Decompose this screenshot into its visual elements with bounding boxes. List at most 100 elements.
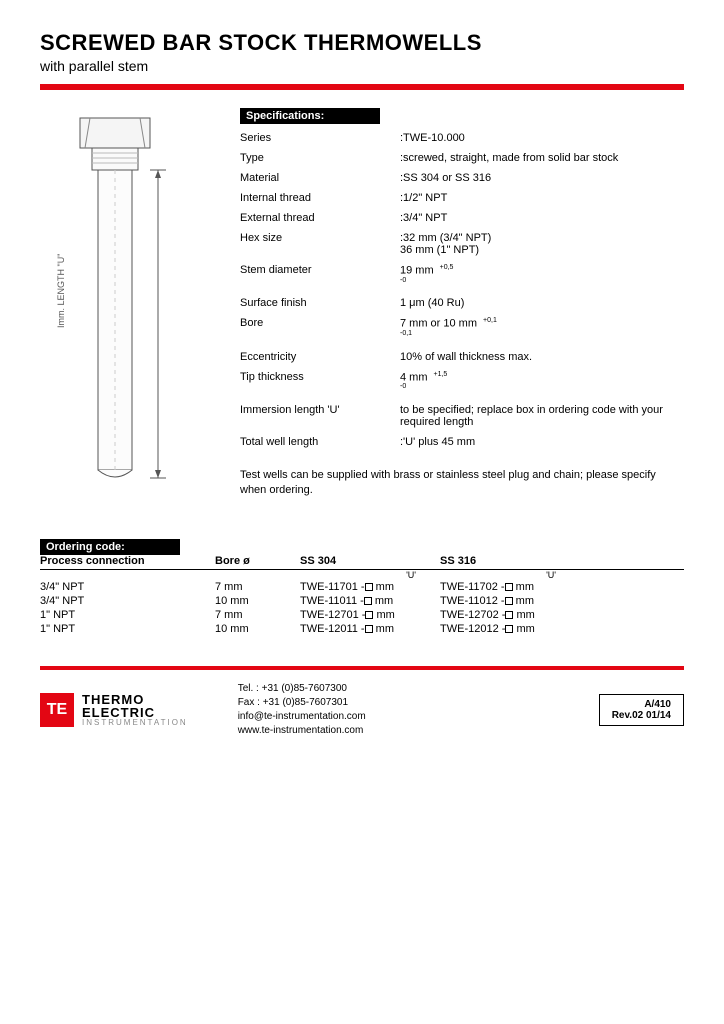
ordering-row: 3/4" NPT7 mmTWE-11701 - mmTWE-11702 - mm (40, 580, 684, 594)
logo-line2: ELECTRIC (82, 706, 188, 719)
contact-tel: Tel. : +31 (0)85-7607300 (238, 682, 366, 696)
spec-value: to be specified; replace box in ordering… (400, 404, 684, 428)
ordering-cell: TWE-11012 - mm (440, 595, 580, 607)
spec-row: Material:SS 304 or SS 316 (240, 168, 684, 188)
diagram-length-label: Imm. LENGTH "U" (56, 254, 66, 328)
input-box-icon (365, 611, 373, 619)
ordering-row: 1" NPT7 mmTWE-12701 - mmTWE-12702 - mm (40, 608, 684, 622)
ordering-cell: TWE-12011 - mm (300, 623, 440, 635)
ordering-cell: 3/4" NPT (40, 595, 215, 607)
spec-row: Immersion length 'U'to be specified; rep… (240, 400, 684, 432)
spec-value: :3/4" NPT (400, 212, 684, 224)
spec-value: :SS 304 or SS 316 (400, 172, 684, 184)
contact-email: info@te-instrumentation.com (238, 710, 366, 724)
page-subtitle: with parallel stem (40, 58, 684, 74)
input-box-icon (505, 611, 513, 619)
spec-value: :screwed, straight, made from solid bar … (400, 152, 684, 164)
ordering-cell: 7 mm (215, 609, 300, 621)
spec-label: Eccentricity (240, 351, 400, 363)
spec-label: Stem diameter (240, 264, 400, 289)
specs-table: Series:TWE-10.000Type:screwed, straight,… (240, 128, 684, 452)
spec-value: 7 mm or 10 mm+0,1 -0,1 (400, 317, 684, 342)
ordering-cell: 10 mm (215, 623, 300, 635)
ordering-cell: TWE-11011 - mm (300, 595, 440, 607)
logo-line3: INSTRUMENTATION (82, 719, 188, 727)
logo-mark: TE (40, 693, 74, 727)
spec-row: Stem diameter19 mm+0,5 -0 (240, 260, 684, 293)
diagram-column: Imm. LENGTH "U" (40, 108, 220, 499)
spec-row: Hex size:32 mm (3/4" NPT) 36 mm (1" NPT) (240, 228, 684, 260)
spec-label: Total well length (240, 436, 400, 448)
spec-value: :32 mm (3/4" NPT) 36 mm (1" NPT) (400, 232, 684, 256)
spec-label: Immersion length 'U' (240, 404, 400, 428)
col-bore: Bore ø (215, 555, 300, 567)
spec-value: :TWE-10.000 (400, 132, 684, 144)
col-ss304: SS 304 (300, 555, 440, 567)
spec-value: 1 μm (40 Ru) (400, 297, 684, 309)
ordering-subhead: 'U' 'U' (40, 570, 684, 580)
input-box-icon (365, 625, 373, 633)
contact-web: www.te-instrumentation.com (238, 724, 366, 738)
ordering-row: 1" NPT10 mmTWE-12011 - mmTWE-12012 - mm (40, 622, 684, 636)
logo: TE THERMO ELECTRIC INSTRUMENTATION (40, 693, 188, 727)
spec-value: :1/2" NPT (400, 192, 684, 204)
contact-block: Tel. : +31 (0)85-7607300 Fax : +31 (0)85… (238, 682, 366, 738)
doc-rev: Rev.02 01/14 (612, 710, 671, 721)
logo-line1: THERMO (82, 693, 188, 706)
ordering-header: Ordering code: (40, 539, 180, 555)
spec-row: Eccentricity10% of wall thickness max. (240, 347, 684, 367)
ordering-cell: TWE-11701 - mm (300, 581, 440, 593)
spec-row: Internal thread:1/2" NPT (240, 188, 684, 208)
ordering-cell: 3/4" NPT (40, 581, 215, 593)
input-box-icon (505, 583, 513, 591)
spec-label: Material (240, 172, 400, 184)
spec-label: Tip thickness (240, 371, 400, 396)
spec-row: External thread:3/4" NPT (240, 208, 684, 228)
col-process: Process connection (40, 555, 215, 567)
spec-row: Type:screwed, straight, made from solid … (240, 148, 684, 168)
ordering-section: Ordering code: Process connection Bore ø… (40, 539, 684, 636)
specs-note: Test wells can be supplied with brass or… (240, 468, 684, 499)
ordering-cell: TWE-12701 - mm (300, 609, 440, 621)
specs-header: Specifications: (240, 108, 380, 124)
page-title: SCREWED BAR STOCK THERMOWELLS (40, 30, 684, 56)
ordering-row: 3/4" NPT10 mmTWE-11011 - mmTWE-11012 - m… (40, 594, 684, 608)
spec-row: Tip thickness4 mm+1,5 -0 (240, 367, 684, 400)
col-ss316: SS 316 (440, 555, 580, 567)
spec-label: Series (240, 132, 400, 144)
spec-value: 4 mm+1,5 -0 (400, 371, 684, 396)
spec-value: 10% of wall thickness max. (400, 351, 684, 363)
spec-value: 19 mm+0,5 -0 (400, 264, 684, 289)
spec-label: Bore (240, 317, 400, 342)
ordering-cell: 7 mm (215, 581, 300, 593)
spec-row: Bore7 mm or 10 mm+0,1 -0,1 (240, 313, 684, 346)
ordering-cell: 1" NPT (40, 623, 215, 635)
input-box-icon (505, 597, 513, 605)
spec-label: Internal thread (240, 192, 400, 204)
ordering-head-row: Process connection Bore ø SS 304 SS 316 (40, 555, 684, 570)
ordering-cell: TWE-11702 - mm (440, 581, 580, 593)
spec-label: Hex size (240, 232, 400, 256)
ordering-cell: TWE-12702 - mm (440, 609, 580, 621)
spec-label: Type (240, 152, 400, 164)
ordering-cell: 10 mm (215, 595, 300, 607)
spec-label: External thread (240, 212, 400, 224)
ordering-cell: TWE-12012 - mm (440, 623, 580, 635)
spec-row: Total well length:'U' plus 45 mm (240, 432, 684, 452)
input-box-icon (365, 583, 373, 591)
contact-fax: Fax : +31 (0)85-7607301 (238, 696, 366, 710)
spec-tolerance: +0,5 -0 (400, 264, 453, 284)
doc-code: A/410 (612, 699, 671, 710)
ordering-cell: 1" NPT (40, 609, 215, 621)
input-box-icon (364, 597, 372, 605)
thermowell-diagram: Imm. LENGTH "U" (40, 108, 200, 488)
spec-value: :'U' plus 45 mm (400, 436, 684, 448)
spec-label: Surface finish (240, 297, 400, 309)
doc-ref: A/410 Rev.02 01/14 (599, 694, 684, 726)
spec-tolerance: +0,1 -0,1 (400, 317, 497, 337)
spec-row: Series:TWE-10.000 (240, 128, 684, 148)
spec-row: Surface finish1 μm (40 Ru) (240, 293, 684, 313)
divider-red (40, 84, 684, 90)
spec-tolerance: +1,5 -0 (400, 371, 447, 391)
input-box-icon (505, 625, 513, 633)
